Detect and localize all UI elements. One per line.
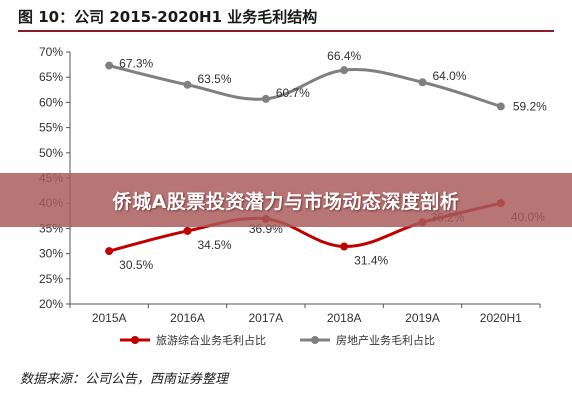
legend-swatch-marker <box>131 336 139 344</box>
y-tick-label: 55% <box>39 121 63 135</box>
data-label: 67.3% <box>119 57 153 71</box>
x-tick-label: 2015A <box>92 311 127 325</box>
realestate-series-point <box>496 102 505 111</box>
y-tick-label: 50% <box>39 146 63 160</box>
source-note: 数据来源：公司公告，西南证券整理 <box>20 372 229 387</box>
realestate-series-point <box>340 66 349 75</box>
y-tick-label: 60% <box>39 95 63 109</box>
legend-label: 旅游综合业务毛利占比 <box>156 333 266 347</box>
x-tick-label: 2020H1 <box>480 311 522 325</box>
realestate-series-point <box>261 94 270 103</box>
tourism-series-point <box>183 226 192 235</box>
y-tick-label: 25% <box>39 272 63 286</box>
data-label: 63.5% <box>198 72 232 86</box>
realestate-series-point <box>105 61 114 70</box>
data-label: 34.5% <box>198 238 232 252</box>
y-tick-label: 20% <box>39 297 63 311</box>
data-label: 59.2% <box>513 99 547 113</box>
x-tick-label: 2018A <box>327 311 362 325</box>
tourism-series-point <box>105 247 114 256</box>
x-tick-label: 2017A <box>248 311 283 325</box>
data-label: 31.4% <box>354 254 388 268</box>
title-rule <box>18 30 554 32</box>
realestate-series-point <box>183 80 192 89</box>
legend-label: 房地产业务毛利占比 <box>336 333 435 347</box>
figure-title: 图 10：公司 2015-2020H1 业务毛利结构 <box>18 8 318 26</box>
overlay-banner: 侨城A股票投资潜力与市场动态深度剖析 <box>0 173 572 227</box>
data-label: 64.0% <box>433 69 467 83</box>
y-tick-label: 70% <box>39 45 63 59</box>
data-label: 30.5% <box>119 258 153 272</box>
y-tick-label: 30% <box>39 247 63 261</box>
y-tick-label: 65% <box>39 70 63 84</box>
realestate-series-point <box>418 78 427 87</box>
data-label: 66.4% <box>327 49 361 63</box>
tourism-series-point <box>340 242 349 251</box>
banner-text: 侨城A股票投资潜力与市场动态深度剖析 <box>112 190 460 213</box>
x-tick-label: 2016A <box>170 311 205 325</box>
data-label: 60.7% <box>276 86 310 100</box>
legend-swatch-marker <box>311 336 319 344</box>
x-tick-label: 2019A <box>405 311 440 325</box>
